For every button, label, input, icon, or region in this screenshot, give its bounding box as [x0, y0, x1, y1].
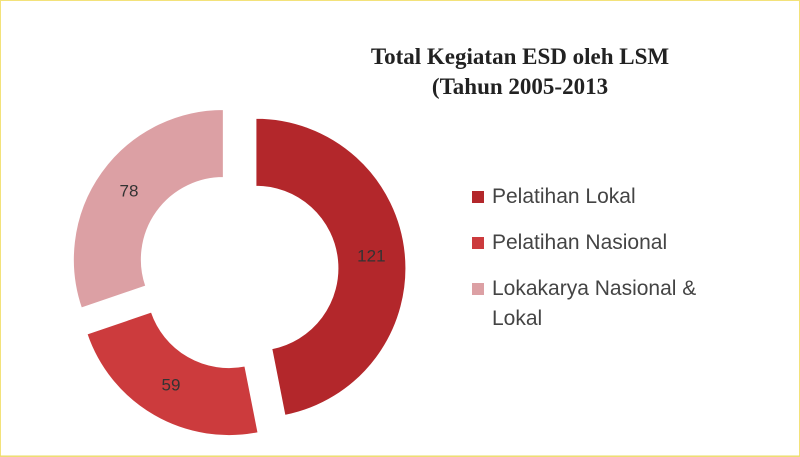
legend-item: Lokakarya Nasional & Lokal: [472, 274, 772, 334]
legend-swatch: [472, 283, 484, 295]
legend-label: Lokakarya Nasional & Lokal: [492, 277, 697, 330]
legend-swatch: [472, 191, 484, 203]
data-label: 121: [357, 246, 385, 265]
chart-subtitle: (Tahun 2005-2013: [432, 74, 608, 99]
legend-label: Pelatihan Lokal: [492, 185, 636, 208]
doughnut-segment: [72, 109, 224, 309]
legend-label: Pelatihan Nasional: [492, 231, 668, 254]
doughnut-segment: [86, 311, 259, 437]
data-label: 78: [120, 182, 139, 201]
chart-title: Total Kegiatan ESD oleh LSM: [371, 44, 669, 69]
doughnut-segment: [255, 117, 407, 416]
legend: Pelatihan Lokal Pelatihan Nasional Lokakar…: [472, 182, 772, 350]
legend-swatch: [472, 237, 484, 249]
legend-item: Pelatihan Nasional: [472, 228, 772, 258]
legend-item: Pelatihan Lokal: [472, 182, 772, 212]
data-label: 59: [162, 376, 181, 395]
